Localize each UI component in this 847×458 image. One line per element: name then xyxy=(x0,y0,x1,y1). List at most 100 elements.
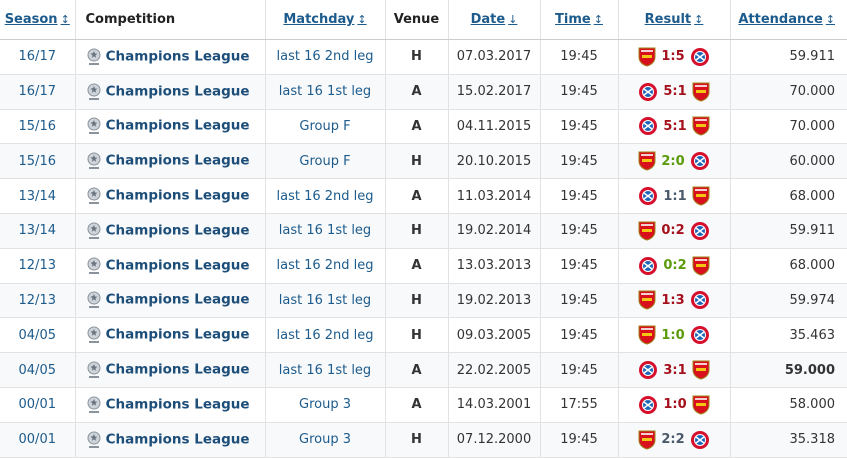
bayern-logo xyxy=(639,117,657,136)
competition-logo xyxy=(87,117,100,135)
result[interactable]: 0:2 xyxy=(663,258,687,274)
header-label[interactable]: Attendance xyxy=(738,12,823,27)
season[interactable]: 00/01 xyxy=(0,387,75,423)
matchday[interactable]: Group 3 xyxy=(264,422,385,458)
time: 19:45 xyxy=(539,248,618,284)
bayern-logo xyxy=(639,256,657,275)
attendance: 59.911 xyxy=(729,39,847,75)
matchday[interactable]: Group F xyxy=(264,109,385,145)
matchday[interactable]: Group F xyxy=(264,143,385,180)
header-label[interactable]: Date xyxy=(470,12,506,27)
column-header[interactable]: Time ↕ xyxy=(539,0,618,40)
header-label[interactable]: Result xyxy=(644,12,692,27)
header-label[interactable]: Season xyxy=(4,12,58,27)
matchday[interactable]: last 16 1st leg xyxy=(264,213,385,249)
matchday[interactable]: last 16 2nd leg xyxy=(264,248,385,284)
venue: H xyxy=(384,317,448,354)
competition[interactable]: Champions League xyxy=(105,431,250,448)
matchday[interactable]: last 16 1st leg xyxy=(264,74,385,110)
competition[interactable]: Champions League xyxy=(105,48,250,65)
sort-icon[interactable]: ↕ xyxy=(694,13,704,26)
result[interactable]: 0:2 xyxy=(661,223,685,239)
column-header[interactable]: Date ↓ xyxy=(447,0,540,40)
season[interactable]: 04/05 xyxy=(0,317,75,354)
matchday[interactable]: Group 3 xyxy=(264,387,385,423)
result[interactable]: 1:1 xyxy=(663,188,687,204)
competition[interactable]: Champions League xyxy=(105,83,250,100)
sort-icon[interactable]: ↕ xyxy=(825,13,835,26)
arsenal-logo xyxy=(692,186,710,206)
sort-icon[interactable]: ↕ xyxy=(60,13,70,26)
competition[interactable]: Champions League xyxy=(105,257,250,274)
bayern-logo xyxy=(691,152,709,171)
header-label[interactable]: Matchday xyxy=(283,12,355,27)
result[interactable]: 1:0 xyxy=(663,397,687,413)
date: 15.02.2017 xyxy=(447,74,540,110)
bayern-logo xyxy=(639,395,657,414)
date: 07.03.2017 xyxy=(447,39,540,75)
matchday[interactable]: last 16 1st leg xyxy=(264,283,385,319)
season[interactable]: 16/17 xyxy=(0,74,75,110)
bayern-logo xyxy=(691,430,709,449)
matchday[interactable]: last 16 2nd leg xyxy=(264,178,385,214)
sort-icon[interactable]: ↕ xyxy=(357,13,367,26)
result[interactable]: 5:1 xyxy=(663,84,687,100)
competition[interactable]: Champions League xyxy=(105,152,250,169)
sort-icon[interactable]: ↓ xyxy=(508,13,518,26)
competition[interactable]: Champions League xyxy=(105,117,250,134)
result-cell: 0:2 xyxy=(617,248,730,284)
season[interactable]: 13/14 xyxy=(0,178,75,214)
bayern-logo xyxy=(639,361,657,380)
competition[interactable]: Champions League xyxy=(105,187,250,204)
competition-logo xyxy=(87,83,100,100)
competition[interactable]: Champions League xyxy=(105,291,250,308)
result[interactable]: 1:0 xyxy=(661,327,685,343)
season[interactable]: 12/13 xyxy=(0,248,75,284)
header-label[interactable]: Time xyxy=(555,12,591,27)
column-header[interactable]: Matchday ↕ xyxy=(264,0,385,40)
matchday[interactable]: last 16 1st leg xyxy=(264,352,385,388)
arsenal-logo xyxy=(638,430,656,450)
date: 09.03.2005 xyxy=(447,317,540,354)
column-header[interactable]: Attendance ↕ xyxy=(729,0,847,40)
arsenal-logo xyxy=(638,221,656,241)
competition-cell: Champions League xyxy=(74,109,265,145)
match-row: 16/17 Champions League last 16 2nd leg H 07… xyxy=(0,39,847,75)
competition[interactable]: Champions League xyxy=(105,326,250,343)
column-header[interactable]: Result ↕ xyxy=(617,0,730,40)
result[interactable]: 2:0 xyxy=(661,153,685,169)
competition[interactable]: Champions League xyxy=(105,361,250,378)
time: 19:45 xyxy=(539,39,618,75)
matchday[interactable]: last 16 2nd leg xyxy=(264,39,385,75)
result-cell: 1:0 xyxy=(617,317,730,354)
season[interactable]: 00/01 xyxy=(0,422,75,458)
result[interactable]: 5:1 xyxy=(663,118,687,134)
attendance: 60.000 xyxy=(729,143,847,180)
venue: A xyxy=(384,109,448,145)
season[interactable]: 12/13 xyxy=(0,283,75,319)
season[interactable]: 15/16 xyxy=(0,109,75,145)
column-header: Venue xyxy=(384,0,448,40)
competition-logo xyxy=(87,152,100,170)
match-row: 12/13 Champions League last 16 2nd leg A 13… xyxy=(0,248,847,284)
competition-cell: Champions League xyxy=(74,178,265,214)
competition-logo xyxy=(87,257,100,274)
match-row: 00/01 Champions League Group 3 A 14.03.2001… xyxy=(0,387,847,423)
arsenal-logo xyxy=(638,290,656,310)
result[interactable]: 1:5 xyxy=(661,49,685,65)
season[interactable]: 04/05 xyxy=(0,352,75,388)
result[interactable]: 3:1 xyxy=(663,362,687,378)
season[interactable]: 13/14 xyxy=(0,213,75,249)
season[interactable]: 15/16 xyxy=(0,143,75,180)
attendance: 59.000 xyxy=(729,352,847,388)
match-row: 00/01 Champions League Group 3 H 07.12.2000… xyxy=(0,422,847,458)
matchday[interactable]: last 16 2nd leg xyxy=(264,317,385,354)
result[interactable]: 1:3 xyxy=(661,292,685,308)
season[interactable]: 16/17 xyxy=(0,39,75,75)
competition[interactable]: Champions League xyxy=(105,222,250,239)
competition[interactable]: Champions League xyxy=(105,396,250,413)
sort-icon[interactable]: ↕ xyxy=(593,13,603,26)
column-header[interactable]: Season ↕ xyxy=(0,0,75,40)
result[interactable]: 2:2 xyxy=(661,432,685,448)
